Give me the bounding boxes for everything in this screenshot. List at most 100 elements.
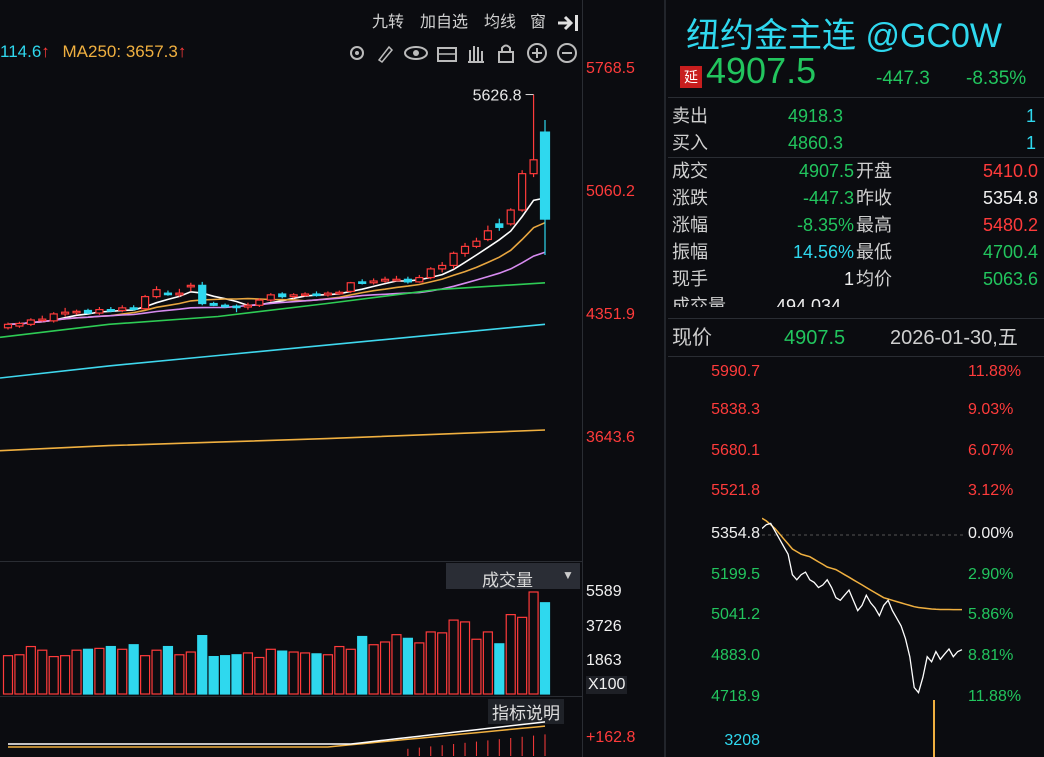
quote-value: 1 xyxy=(843,269,854,289)
volume-bar xyxy=(82,648,94,695)
sell-row: 卖出 4918.3 1 xyxy=(672,103,1042,129)
price-change-pct: -8.35% xyxy=(966,68,1027,89)
axis-separator xyxy=(582,0,583,757)
ma-arrow: ↑ xyxy=(41,42,50,61)
volume-bar xyxy=(517,616,528,695)
quote-label: 涨幅 xyxy=(672,215,708,235)
candle-body xyxy=(300,293,310,297)
intraday-date: 2026-01-30,五 xyxy=(890,327,1018,349)
candle-body xyxy=(346,282,355,293)
moving-average-button[interactable]: 均线 xyxy=(484,14,517,31)
volume-bar xyxy=(231,654,242,695)
candle-body xyxy=(198,284,207,305)
sell-label: 卖出 xyxy=(672,106,708,126)
intraday-label: 现价 xyxy=(672,327,712,349)
briefcase-icon[interactable] xyxy=(437,47,457,62)
candle-body xyxy=(472,240,481,247)
intraday-left-axis-label: 5199.5 xyxy=(711,566,760,583)
volume-bar xyxy=(505,614,516,695)
price-axis-label-3: 4351.9 xyxy=(586,306,635,323)
volume-bar xyxy=(37,649,48,695)
quote-value: 5354.8 xyxy=(982,188,1038,208)
candle-body xyxy=(26,319,35,325)
volume-bar xyxy=(482,631,493,695)
volume-label: 成交量 xyxy=(672,296,726,307)
quote-value: -447.3 xyxy=(802,188,854,208)
indicator-divider xyxy=(0,696,582,697)
volume-bar xyxy=(71,649,82,695)
jiuzhuan-button[interactable]: 九转 xyxy=(372,14,405,31)
quote-value: 14.56% xyxy=(792,242,854,262)
pin-right-icon[interactable] xyxy=(556,12,580,34)
eye-icon[interactable] xyxy=(404,46,428,60)
ma60-line xyxy=(0,282,546,339)
buy-qty: 1 xyxy=(1025,133,1036,153)
volume-bar xyxy=(459,621,471,695)
volume-divider xyxy=(0,561,582,562)
buy-price: 4860.3 xyxy=(788,133,844,153)
quote-divider-1 xyxy=(668,97,1044,98)
intraday-chart[interactable] xyxy=(762,360,964,757)
intraday-left-axis-label: 4883.0 xyxy=(711,647,760,664)
ma-value-label: 114.6 xyxy=(0,42,42,61)
quote-row-volume: 成交量 494,034 xyxy=(672,291,1042,307)
volume-bar xyxy=(117,648,128,695)
volume-bar xyxy=(539,602,551,695)
settings-icon[interactable] xyxy=(350,46,364,60)
ma250-label: MA250: 3657.3 xyxy=(62,42,178,61)
instrument-title: 纽约金主连 @GC0W xyxy=(686,17,1002,55)
volume-bar xyxy=(140,655,151,695)
buy-row: 买入 4860.3 1 xyxy=(672,130,1042,156)
intraday-left-axis-label: 3208 xyxy=(724,732,760,749)
volume-bar xyxy=(162,645,174,695)
candle-body xyxy=(220,304,230,308)
sell-qty: 1 xyxy=(1025,106,1036,126)
quote-value: 4700.4 xyxy=(982,242,1038,262)
hand-icon[interactable] xyxy=(468,46,484,63)
volume-bar xyxy=(448,619,459,695)
candle-body xyxy=(403,278,412,283)
volume-bar xyxy=(197,634,208,695)
volume-bar xyxy=(528,591,539,695)
volume-bar xyxy=(277,650,288,695)
volume-bar xyxy=(494,643,505,695)
indicator-help-button[interactable]: 指标说明 xyxy=(488,699,564,724)
volume-bar xyxy=(128,644,139,695)
pen-icon[interactable] xyxy=(377,45,394,63)
volume-bar xyxy=(48,655,59,695)
volume-bar xyxy=(94,647,105,695)
delayed-badge: 延 xyxy=(680,66,702,88)
lock-icon[interactable] xyxy=(498,44,514,63)
candle-body xyxy=(358,281,367,284)
volume-bar xyxy=(311,653,322,695)
price-axis-label-2: 5060.2 xyxy=(586,183,635,200)
price-change: -447.3 xyxy=(876,68,930,89)
volume-selector[interactable]: 成交量 ▼ xyxy=(446,563,580,590)
zoom-in-icon[interactable] xyxy=(527,43,547,63)
price-axis-label-1: 5768.5 xyxy=(586,60,635,77)
volume-chart[interactable] xyxy=(0,590,582,695)
volume-selector-label: 成交量 xyxy=(482,571,533,590)
volume-bar xyxy=(322,654,334,695)
last-price: 4907.5 xyxy=(706,50,817,91)
chart-tools xyxy=(346,42,582,64)
candle-body xyxy=(129,307,138,310)
candlestick-chart[interactable]: 5626.8 xyxy=(0,60,582,560)
candle-body xyxy=(95,309,104,314)
toolbar: 九转 加自选 均线 窗 xyxy=(0,0,582,38)
candle-body xyxy=(289,294,298,298)
ma250-line xyxy=(0,429,546,452)
intraday-average-line xyxy=(762,517,962,611)
window-button[interactable]: 窗 xyxy=(530,14,547,31)
volume-bar xyxy=(437,632,448,695)
volume-bar xyxy=(299,652,311,695)
quote-row-amplitude: 振幅 14.56% 最低 4700.4 xyxy=(672,239,1042,265)
main-kline-panel[interactable]: 九转 加自选 均线 窗 114.6↑ MA250: 3657.3↑ 5626.8… xyxy=(0,0,635,757)
volume-bar xyxy=(288,651,299,695)
add-favorite-button[interactable]: 加自选 xyxy=(420,14,469,31)
candle-body xyxy=(335,291,344,295)
chevron-down-icon: ▼ xyxy=(562,568,574,582)
candle-body xyxy=(232,305,241,309)
zoom-out-icon[interactable] xyxy=(557,43,577,63)
candle-body xyxy=(415,276,424,283)
